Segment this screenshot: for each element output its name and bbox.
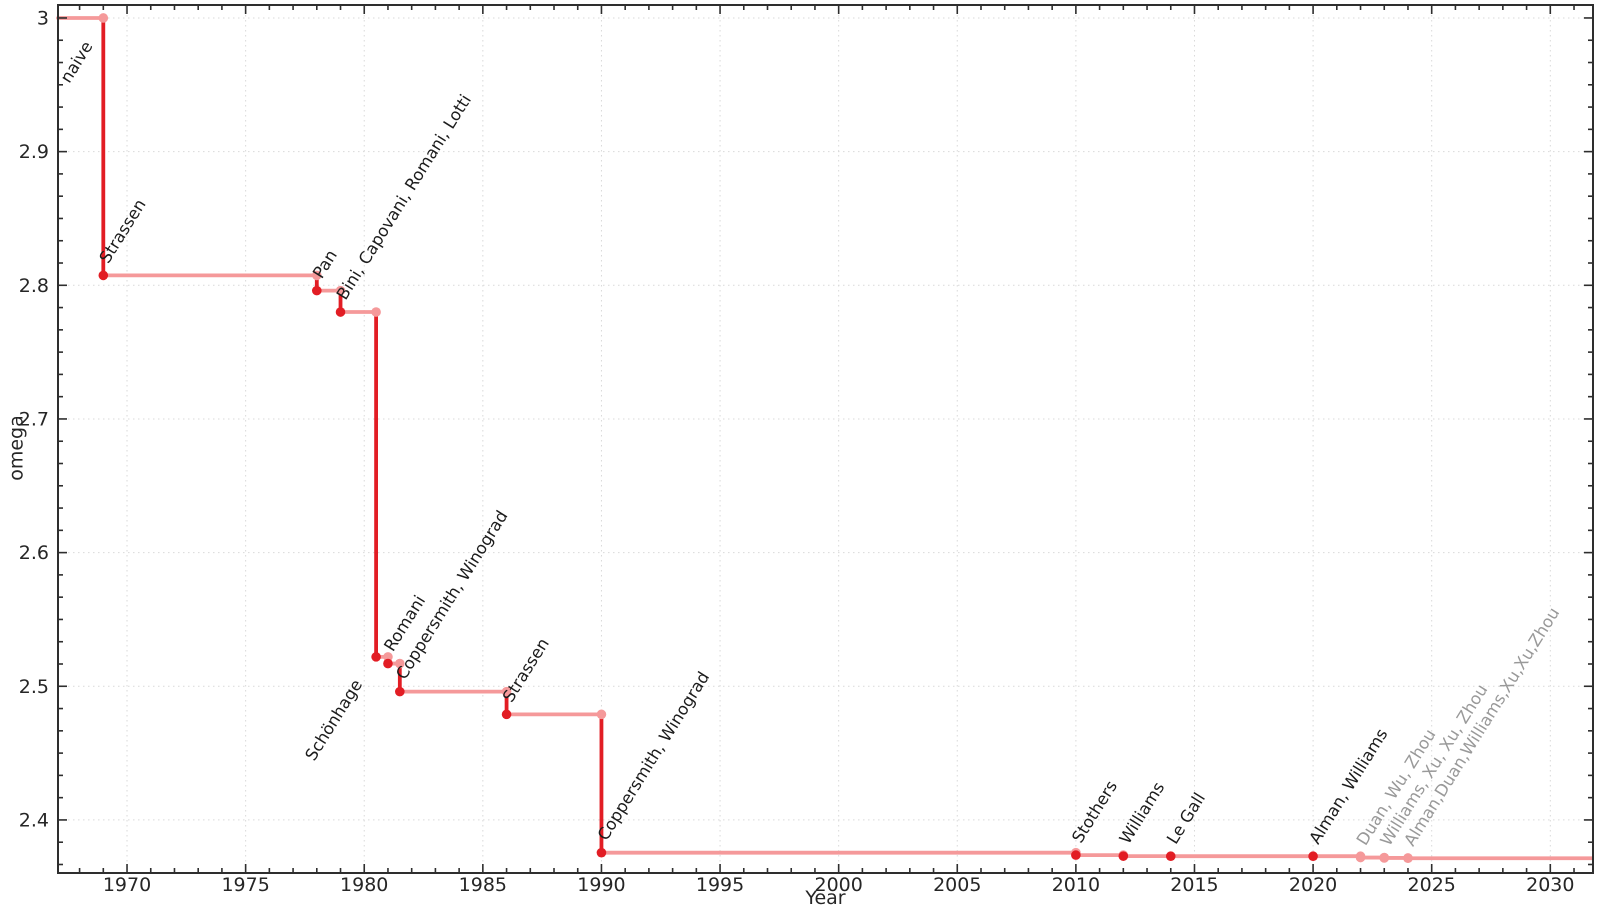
step-corner-marker: [596, 709, 607, 720]
data-point-marker: [1403, 853, 1413, 864]
y-tick-label: 3: [37, 7, 49, 29]
y-tick-label: 2.8: [19, 275, 49, 297]
data-point-marker: [335, 307, 346, 317]
x-tick-label: 2005: [933, 874, 981, 896]
y-tick-label: 2.7: [19, 408, 49, 430]
data-point-marker: [98, 270, 109, 281]
data-point-marker: [1071, 850, 1081, 860]
step-corner-marker: [501, 686, 512, 697]
tick-labels: 1970 1975 1980 1985 1990 1995 2000 2005 2010 2015…: [19, 7, 1575, 896]
data-point-marker: [395, 686, 405, 697]
corner-markers: [98, 13, 1413, 863]
point-label: Strassen: [499, 635, 553, 706]
x-tick-label: 1985: [459, 874, 507, 896]
step-corner-marker: [98, 13, 109, 23]
point-label: Williams: [1116, 779, 1169, 848]
data-point-marker: [1379, 853, 1390, 863]
point-label: Coppersmith, Winograd: [392, 507, 512, 683]
y-axis-title: omega: [5, 415, 28, 481]
x-tick-label: 1980: [340, 874, 388, 896]
x-tick-label: 2000: [814, 874, 862, 896]
step-corner-marker: [311, 270, 322, 281]
y-tick-label: 2.9: [19, 141, 49, 163]
axes: [57, 4, 1594, 874]
x-tick-label: 2030: [1526, 874, 1574, 896]
x-tick-label: 1970: [103, 874, 151, 896]
y-tick-label: 2.6: [19, 542, 49, 564]
y-tick-label: 2.5: [19, 676, 49, 698]
data-point-marker: [1165, 851, 1176, 862]
gridlines: [58, 5, 1593, 873]
point-label: Coppersmith, Winograd: [594, 668, 714, 844]
y-tick-label: 2.4: [19, 809, 49, 831]
data-point-marker: [371, 652, 381, 662]
step-corner-marker: [335, 285, 346, 296]
point-label: Schönhage: [301, 676, 366, 764]
step-line: [56, 16, 1593, 861]
data-point-marker: [1308, 851, 1318, 862]
x-tick-label: 2025: [1408, 874, 1456, 896]
x-tick-label: 1975: [221, 874, 269, 896]
step-corner-marker: [395, 658, 405, 669]
data-point-marker: [501, 709, 512, 720]
point-label: Le Gall: [1163, 789, 1209, 847]
plot-frame: [57, 4, 1594, 874]
point-label: Williams, Xu, Xu, Zhou: [1377, 681, 1492, 849]
step-corner-marker: [371, 307, 381, 317]
x-tick-label: 2015: [1170, 874, 1218, 896]
data-point-marker: [1118, 851, 1129, 861]
x-tick-label: 1995: [696, 874, 744, 896]
data-points: [98, 270, 1413, 864]
x-tick-label: 1990: [577, 874, 625, 896]
data-point-marker: [311, 285, 322, 296]
point-label: Bini, Capovani, Romani, Lotti: [333, 91, 475, 303]
data-point-marker: [1355, 852, 1366, 863]
x-axis-title: Year: [805, 887, 846, 909]
data-point-marker: [596, 847, 607, 858]
point-label: Stothers: [1068, 777, 1121, 846]
data-point-marker: [383, 658, 393, 669]
drop-lines: [101, 17, 1410, 859]
x-tick-label: 2010: [1052, 874, 1100, 896]
step-corner-marker: [383, 652, 393, 662]
x-tick-label: 2020: [1289, 874, 1337, 896]
